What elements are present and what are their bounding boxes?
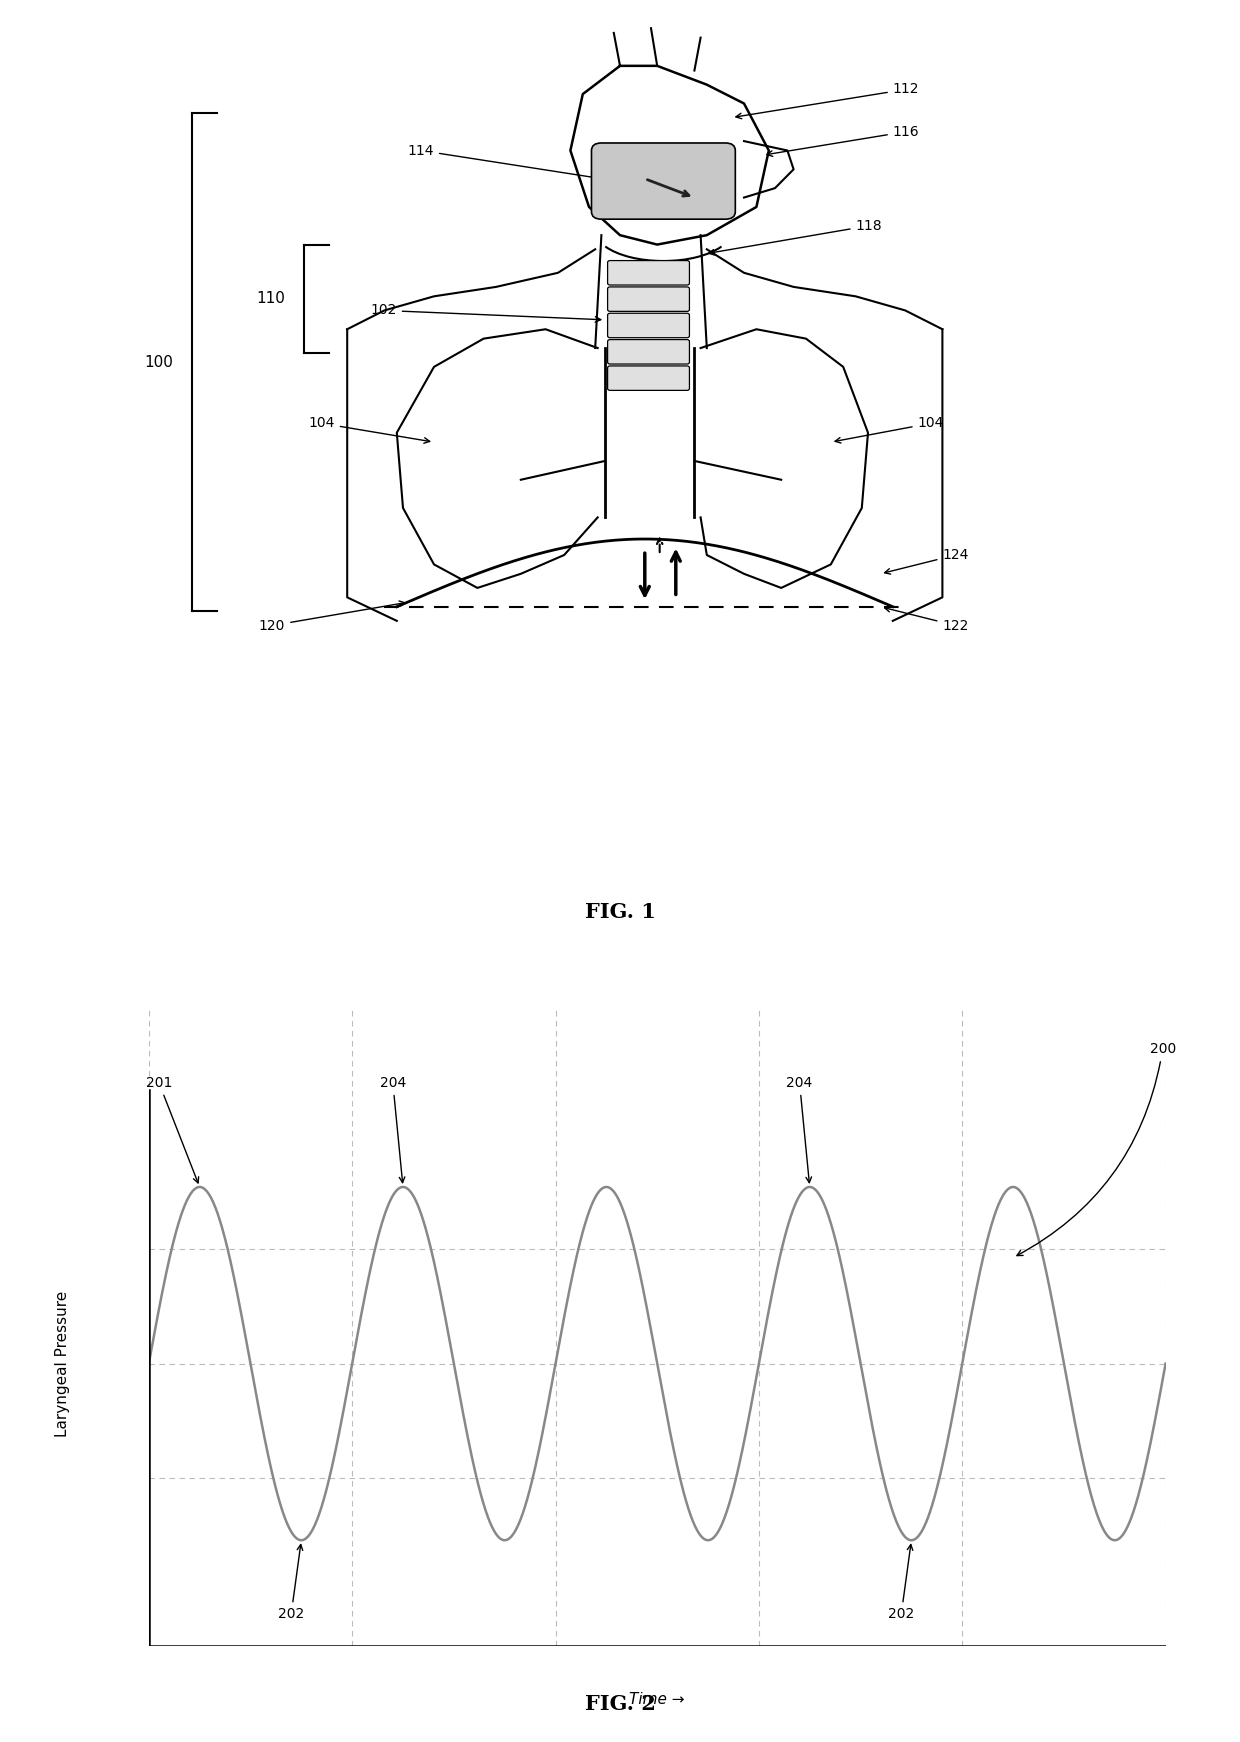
FancyBboxPatch shape — [591, 143, 735, 219]
Text: FIG. 1: FIG. 1 — [584, 902, 656, 923]
Text: 124: 124 — [884, 549, 968, 575]
Text: 204: 204 — [786, 1077, 812, 1183]
Text: 202: 202 — [888, 1545, 914, 1622]
Text: 118: 118 — [708, 219, 882, 254]
Text: 116: 116 — [766, 125, 919, 157]
FancyBboxPatch shape — [608, 261, 689, 286]
Text: 114: 114 — [408, 143, 629, 185]
Text: 104: 104 — [309, 416, 430, 442]
Text: 202: 202 — [278, 1545, 304, 1622]
Text: 200: 200 — [1017, 1042, 1176, 1256]
Text: 110: 110 — [257, 291, 285, 307]
Text: 112: 112 — [735, 82, 919, 118]
Text: 122: 122 — [884, 606, 968, 632]
FancyBboxPatch shape — [608, 314, 689, 338]
Text: 204: 204 — [379, 1077, 405, 1183]
Text: Laryngeal Pressure: Laryngeal Pressure — [55, 1291, 69, 1437]
Text: 100: 100 — [145, 355, 174, 369]
Text: FIG. 2: FIG. 2 — [584, 1693, 656, 1714]
Text: Time →: Time → — [630, 1691, 684, 1707]
FancyBboxPatch shape — [608, 287, 689, 312]
FancyBboxPatch shape — [608, 366, 689, 390]
Text: 102: 102 — [371, 303, 601, 322]
FancyBboxPatch shape — [608, 340, 689, 364]
Text: 201: 201 — [146, 1077, 198, 1183]
Text: 104: 104 — [835, 416, 944, 442]
Text: 120: 120 — [259, 601, 405, 632]
